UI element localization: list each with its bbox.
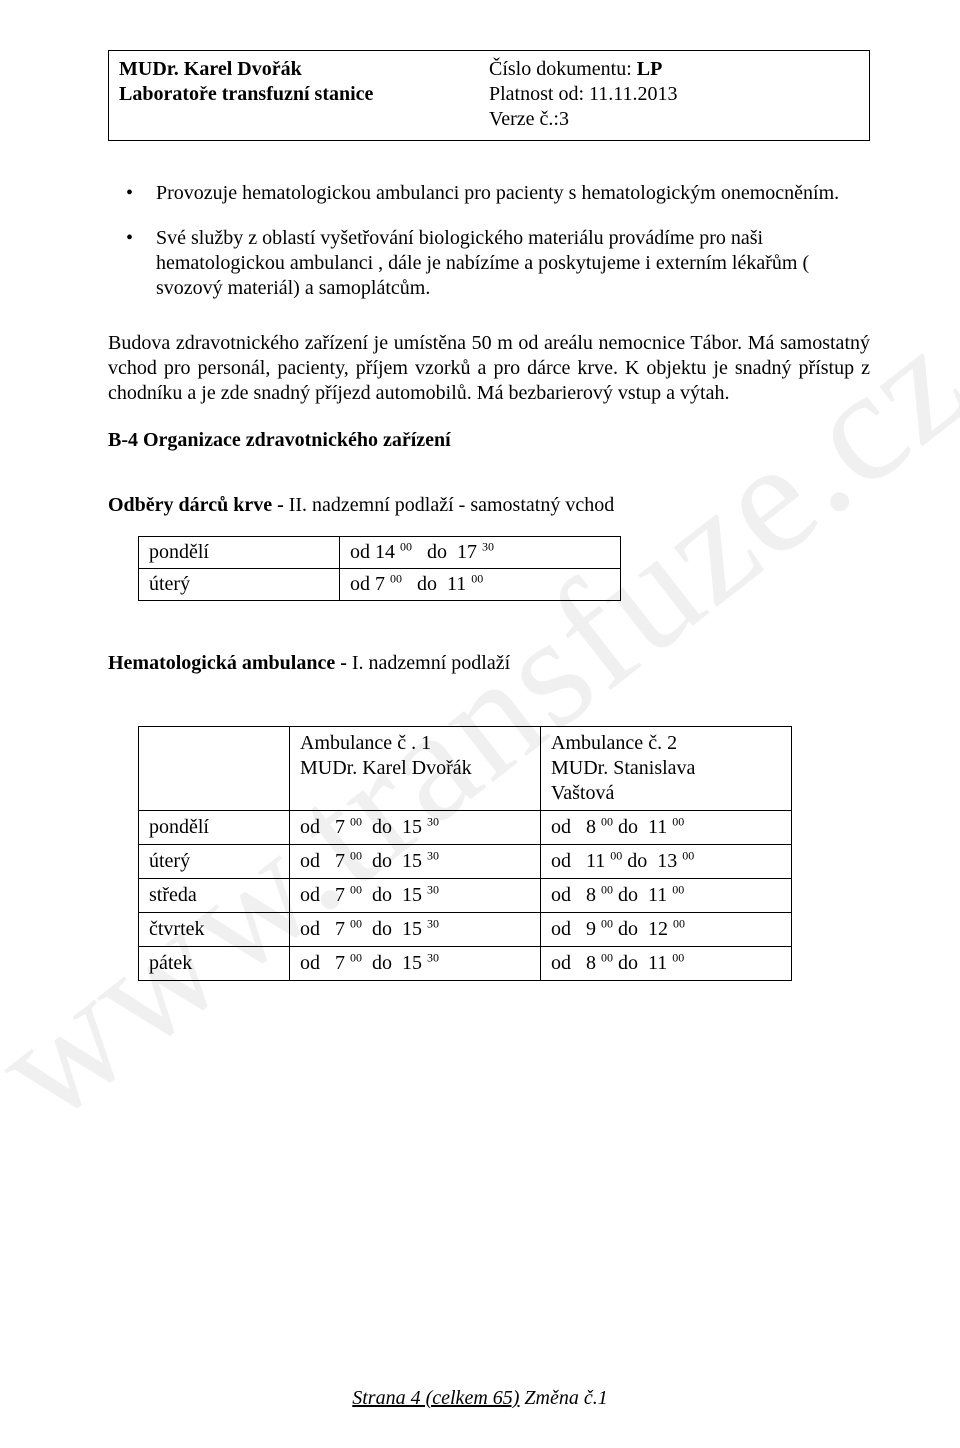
ambulance-heading: Hematologická ambulance - I. nadzemní po… bbox=[108, 651, 870, 676]
header-doc-number: Číslo dokumentu: LP bbox=[489, 57, 859, 82]
ambulance-1-time: od 7 00 do 15 30 bbox=[290, 845, 541, 879]
day-cell: pondělí bbox=[139, 811, 290, 845]
ambulance-2-time: od 8 00 do 11 00 bbox=[541, 879, 792, 913]
header-lab: Laboratoře transfuzní stanice bbox=[119, 82, 489, 107]
page-footer: Strana 4 (celkem 65) Změna č.1 bbox=[0, 1387, 960, 1410]
day-cell: úterý bbox=[139, 569, 340, 601]
ambulance-1-time: od 7 00 do 15 30 bbox=[290, 913, 541, 947]
ambulance-table-header-row: Ambulance č . 1 MUDr. Karel Dvořák Ambul… bbox=[139, 727, 792, 811]
table-row: pondělíod 7 00 do 15 30od 8 00 do 11 00 bbox=[139, 811, 792, 845]
ambulance-2-header: Ambulance č. 2 MUDr. Stanislava Vaštová bbox=[541, 727, 792, 811]
ambulance-1-time: od 7 00 do 15 30 bbox=[290, 947, 541, 981]
header-version: Verze č.:3 bbox=[489, 107, 859, 132]
day-cell: pondělí bbox=[139, 537, 340, 569]
ambulance-1-header: Ambulance č . 1 MUDr. Karel Dvořák bbox=[290, 727, 541, 811]
table-row: úterýod 7 00 do 11 00 bbox=[139, 569, 621, 601]
donors-hours-table: pondělíod 14 00 do 17 30úterýod 7 00 do … bbox=[138, 536, 621, 601]
ambulance-2-time: od 11 00 do 13 00 bbox=[541, 845, 792, 879]
page-content: MUDr. Karel Dvořák Laboratoře transfuzní… bbox=[0, 0, 960, 1081]
bullet-item: Provozuje hematologickou ambulanci pro p… bbox=[108, 181, 870, 206]
table-row: pátekod 7 00 do 15 30od 8 00 do 11 00 bbox=[139, 947, 792, 981]
header-validity: Platnost od: 11.11.2013 bbox=[489, 82, 859, 107]
ambulance-table: Ambulance č . 1 MUDr. Karel Dvořák Ambul… bbox=[138, 726, 792, 981]
ambulance-1-time: od 7 00 do 15 30 bbox=[290, 811, 541, 845]
table-row: čtvrtekod 7 00 do 15 30od 9 00 do 12 00 bbox=[139, 913, 792, 947]
section-title: B-4 Organizace zdravotnického zařízení bbox=[108, 428, 870, 453]
day-cell: středa bbox=[139, 879, 290, 913]
day-cell: čtvrtek bbox=[139, 913, 290, 947]
donors-heading: Odběry dárců krve - II. nadzemní podlaží… bbox=[108, 493, 870, 518]
table-row: úterýod 7 00 do 15 30od 11 00 do 13 00 bbox=[139, 845, 792, 879]
building-description: Budova zdravotnického zařízení je umístě… bbox=[108, 331, 870, 406]
day-cell: pátek bbox=[139, 947, 290, 981]
ambulance-2-time: od 8 00 do 11 00 bbox=[541, 811, 792, 845]
ambulance-2-time: od 8 00 do 11 00 bbox=[541, 947, 792, 981]
bullet-list: Provozuje hematologickou ambulanci pro p… bbox=[108, 181, 870, 301]
bullet-item: Své služby z oblastí vyšetřování biologi… bbox=[108, 226, 870, 301]
day-cell: úterý bbox=[139, 845, 290, 879]
table-row: středaod 7 00 do 15 30od 8 00 do 11 00 bbox=[139, 879, 792, 913]
table-row: pondělíod 14 00 do 17 30 bbox=[139, 537, 621, 569]
time-cell: od 14 00 do 17 30 bbox=[340, 537, 621, 569]
ambulance-2-time: od 9 00 do 12 00 bbox=[541, 913, 792, 947]
time-cell: od 7 00 do 11 00 bbox=[340, 569, 621, 601]
header-author: MUDr. Karel Dvořák bbox=[119, 57, 489, 82]
ambulance-1-time: od 7 00 do 15 30 bbox=[290, 879, 541, 913]
document-header: MUDr. Karel Dvořák Laboratoře transfuzní… bbox=[108, 50, 870, 141]
